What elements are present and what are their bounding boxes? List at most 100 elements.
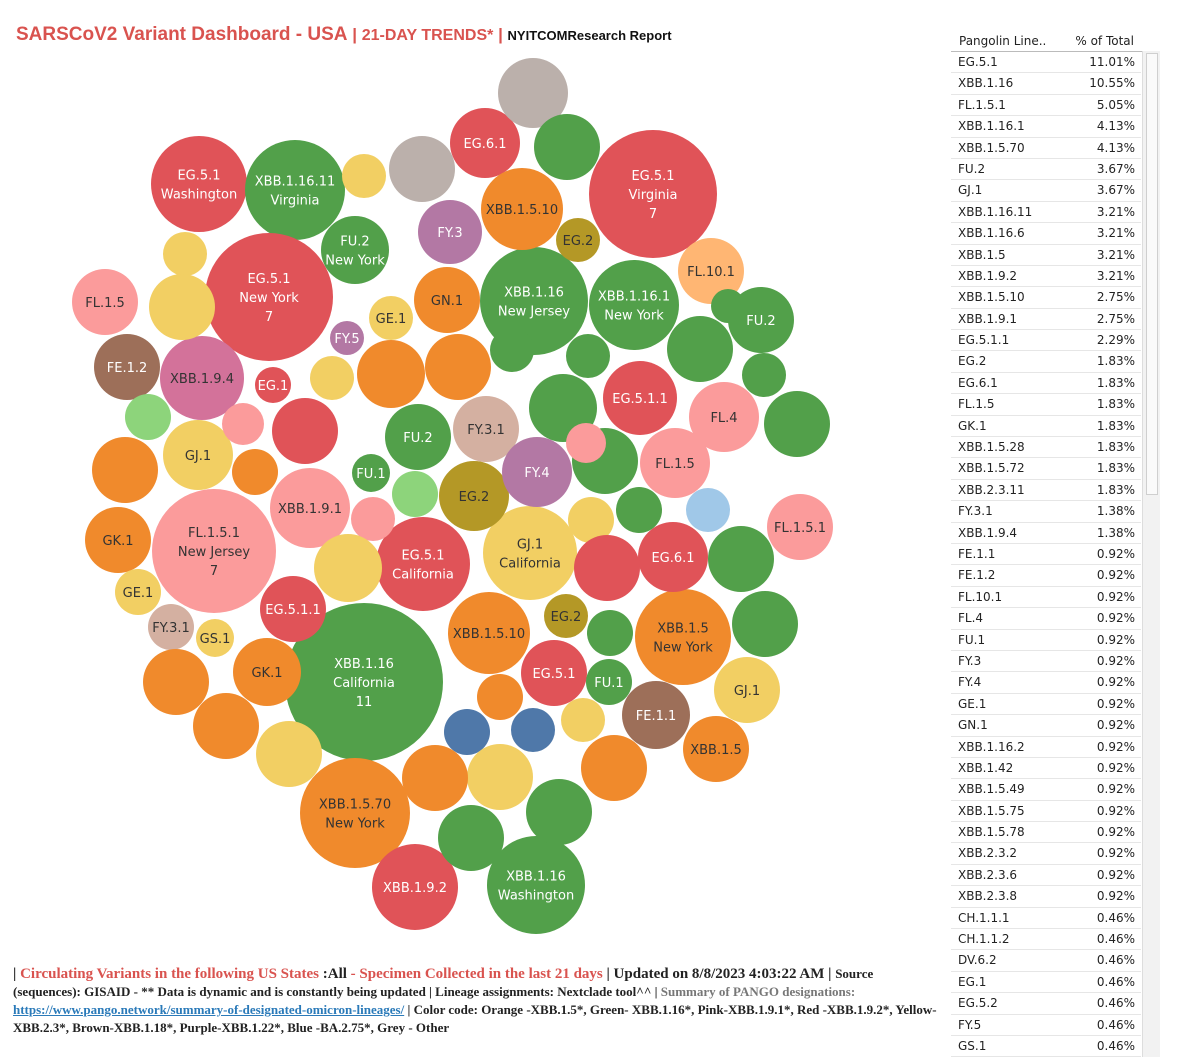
table-row[interactable]: FL.1.5.1 5.05%: [951, 95, 1141, 117]
bubble[interactable]: [511, 708, 555, 752]
bubble[interactable]: [764, 391, 830, 457]
bubble[interactable]: [92, 437, 158, 503]
bubble-xbb-1-5[interactable]: [635, 589, 731, 685]
bubble-fy-3[interactable]: [418, 200, 482, 264]
bubble[interactable]: [686, 488, 730, 532]
bubble-eg-1[interactable]: [255, 367, 291, 403]
bubble[interactable]: [256, 721, 322, 787]
bubble-xbb-1-16-11[interactable]: [245, 140, 345, 240]
bubble-gs-1[interactable]: [196, 619, 234, 657]
bubble[interactable]: [587, 610, 633, 656]
table-row[interactable]: FY.5 0.46%: [951, 1015, 1141, 1036]
bubble-xbb-1-5-70[interactable]: [300, 758, 410, 868]
table-row[interactable]: GK.1 1.83%: [951, 416, 1141, 438]
bubble[interactable]: [566, 423, 606, 463]
bubble-eg-5-1-1[interactable]: [260, 576, 326, 642]
table-row[interactable]: XBB.1.9.1 2.75%: [951, 309, 1141, 331]
table-row[interactable]: XBB.1.5.49 0.92%: [951, 779, 1141, 801]
bubble-fl-4[interactable]: [689, 382, 759, 452]
bubble[interactable]: [425, 334, 491, 400]
table-row[interactable]: XBB.1.5.28 1.83%: [951, 437, 1141, 459]
table-row[interactable]: XBB.1.5.72 1.83%: [951, 458, 1141, 480]
bubble[interactable]: [444, 709, 490, 755]
bubble-eg-5-1[interactable]: [205, 233, 333, 361]
bubble[interactable]: [581, 735, 647, 801]
bubble[interactable]: [526, 779, 592, 845]
table-row[interactable]: FY.3.1 1.38%: [951, 501, 1141, 523]
bubble[interactable]: [232, 449, 278, 495]
bubble[interactable]: [477, 674, 523, 720]
bubble-xbb-1-5-10[interactable]: [481, 168, 563, 250]
table-row[interactable]: FE.1.1 0.92%: [951, 544, 1141, 566]
pango-link[interactable]: https://www.pango.network/summary-of-des…: [13, 1002, 405, 1017]
table-row[interactable]: XBB.1.9.4 1.38%: [951, 523, 1141, 544]
bubble-fl-1-5[interactable]: [72, 269, 138, 335]
bubble-xbb-1-16-1[interactable]: [589, 260, 679, 350]
table-row[interactable]: XBB.1.16 10.55%: [951, 73, 1141, 95]
table-row[interactable]: EG.5.1 11.01%: [951, 52, 1141, 74]
bubble-fu-2[interactable]: [385, 404, 451, 470]
table-row[interactable]: FL.1.5 1.83%: [951, 394, 1141, 416]
bubble-fy-5[interactable]: [330, 321, 364, 355]
table-row[interactable]: FY.3 0.92%: [951, 651, 1141, 673]
bubble[interactable]: [357, 340, 425, 408]
bubble[interactable]: [163, 232, 207, 276]
table-row[interactable]: FE.1.2 0.92%: [951, 565, 1141, 587]
bubble[interactable]: [711, 289, 745, 323]
bubble-eg-2[interactable]: [556, 218, 600, 262]
bubble-xbb-1-16[interactable]: [487, 836, 585, 934]
bubble[interactable]: [193, 693, 259, 759]
bubble[interactable]: [566, 334, 610, 378]
bubble[interactable]: [342, 154, 386, 198]
bubble-gn-1[interactable]: [414, 267, 480, 333]
bubble[interactable]: [574, 535, 640, 601]
table-row[interactable]: XBB.1.5.75 0.92%: [951, 801, 1141, 823]
bubble-gk-1[interactable]: [85, 507, 151, 573]
bubble-fe-1-2[interactable]: [94, 334, 160, 400]
table-row[interactable]: GS.1 0.46%: [951, 1036, 1141, 1058]
bubble[interactable]: [389, 136, 455, 202]
col-lineage-header[interactable]: Pangolin Line..: [959, 34, 1047, 48]
bubble-eg-5-1[interactable]: [151, 136, 247, 232]
table-row[interactable]: CH.1.1.1 0.46%: [951, 908, 1141, 930]
bubble[interactable]: [568, 497, 614, 543]
bubble-fy-4[interactable]: [502, 437, 572, 507]
bubble-fu-1[interactable]: [352, 454, 390, 492]
bubble-gk-1[interactable]: [233, 638, 301, 706]
table-row[interactable]: XBB.1.16.2 0.92%: [951, 737, 1141, 758]
table-row[interactable]: EG.1 0.46%: [951, 972, 1141, 994]
bubble[interactable]: [667, 316, 733, 382]
bubble[interactable]: [616, 487, 662, 533]
bubble-fl-1-5-1[interactable]: [767, 494, 833, 560]
table-row[interactable]: XBB.1.16.1 4.13%: [951, 116, 1141, 138]
table-row[interactable]: FY.4 0.92%: [951, 672, 1141, 694]
table-row[interactable]: FU.2 3.67%: [951, 159, 1141, 181]
bubble-ge-1[interactable]: [115, 569, 161, 615]
bubble[interactable]: [534, 114, 600, 180]
table-row[interactable]: XBB.2.3.11 1.83%: [951, 480, 1141, 502]
table-row[interactable]: XBB.1.5 3.21%: [951, 245, 1141, 266]
bubble-eg-5-1-1[interactable]: [603, 361, 677, 435]
bubble-fu-2[interactable]: [321, 216, 389, 284]
bubble[interactable]: [498, 58, 568, 128]
table-row[interactable]: EG.5.1.1 2.29%: [951, 330, 1141, 352]
table-row[interactable]: GE.1 0.92%: [951, 694, 1141, 716]
bubble[interactable]: [125, 394, 171, 440]
table-row[interactable]: EG.2 1.83%: [951, 351, 1141, 373]
bubble-eg-6-1[interactable]: [450, 108, 520, 178]
bubble-xbb-1-9-2[interactable]: [372, 844, 458, 930]
bubble[interactable]: [561, 698, 605, 742]
bubble-fy-3-1[interactable]: [148, 604, 194, 650]
bubble[interactable]: [392, 471, 438, 517]
bubble[interactable]: [708, 526, 774, 592]
bubble[interactable]: [222, 403, 264, 445]
table-row[interactable]: FL.4 0.92%: [951, 608, 1141, 630]
table-row[interactable]: GJ.1 3.67%: [951, 180, 1141, 202]
table-row[interactable]: EG.5.2 0.46%: [951, 993, 1141, 1015]
bubble-xbb-1-5[interactable]: [683, 716, 749, 782]
bubble-eg-2[interactable]: [439, 461, 509, 531]
bubble-gj-1[interactable]: [483, 506, 577, 600]
scrollbar-thumb[interactable]: [1146, 53, 1158, 495]
table-row[interactable]: CH.1.1.2 0.46%: [951, 929, 1141, 951]
col-percent-header[interactable]: % of Total: [1075, 34, 1134, 48]
